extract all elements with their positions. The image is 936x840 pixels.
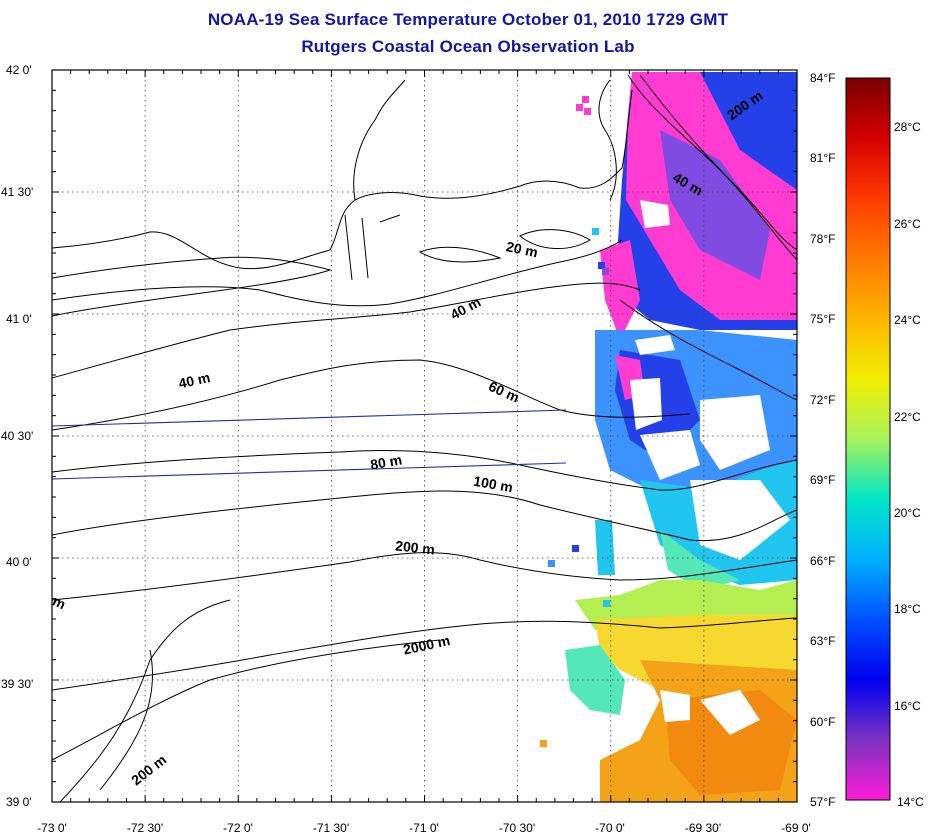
lat-label: 41 0': [6, 312, 32, 326]
cloud-gap: [635, 335, 675, 355]
cloud-gap: [640, 430, 700, 480]
celsius-label: 26°C: [894, 217, 921, 231]
sst-region: [565, 645, 625, 715]
depth-label: 20 m: [505, 238, 540, 260]
lon-label: -70 0': [595, 821, 625, 835]
frame-ticks: [51, 69, 798, 803]
bathymetry-contours: [52, 74, 797, 802]
celsius-label: 24°C: [894, 313, 921, 327]
contour-20m: [52, 239, 623, 307]
lon-label: -70 30': [499, 821, 535, 835]
lon-label: -71 0': [409, 821, 439, 835]
sst-speck: [572, 545, 579, 552]
sst-region: [660, 130, 770, 280]
celsius-label: 20°C: [894, 506, 921, 520]
fahrenheit-label: 84°F: [810, 71, 835, 85]
fahrenheit-label: 57°F: [810, 795, 835, 809]
celsius-label: 16°C: [894, 699, 921, 713]
depth-label: 2000 m: [402, 632, 452, 658]
sst-region: [595, 520, 615, 575]
depth-label: 40 m: [448, 294, 484, 323]
contour-100m: [52, 490, 797, 542]
sst-speck: [540, 740, 547, 747]
sst-region: [600, 240, 640, 340]
lon-label: -72 30': [127, 821, 163, 835]
sst-imagery: [540, 72, 797, 802]
celsius-label: 18°C: [894, 602, 921, 616]
contour-200m: [52, 552, 797, 601]
sst-speck: [592, 228, 599, 235]
narragansett-bay: [344, 214, 401, 281]
depth-label: 200 m: [128, 751, 169, 788]
contour-80m: [52, 450, 797, 491]
contour-georges-2: [639, 74, 797, 251]
contour-60m: [52, 359, 691, 431]
sst-region: [665, 690, 797, 795]
contour-georges-3: [619, 299, 797, 401]
fahrenheit-label: 75°F: [810, 312, 835, 326]
depth-label: 60 m: [486, 378, 522, 406]
sst-speck: [582, 96, 589, 103]
cloud-gap: [700, 395, 770, 470]
contour-200m-southwest: [59, 599, 231, 802]
axis-labels: 42 0' 41 30' 41 0' 40 30' 40 0' 39 30' 3…: [1, 63, 835, 835]
celsius-label: 14°C: [897, 795, 924, 809]
track-line-north: [52, 409, 567, 427]
lon-label: -71 30': [313, 821, 349, 835]
sst-speck: [598, 262, 605, 269]
colorbar: [845, 77, 891, 801]
lon-label: -73 0': [37, 821, 67, 835]
lat-label: 40 30': [1, 429, 33, 443]
contour-2000m: [52, 617, 797, 691]
lat-label: 39 0': [6, 795, 32, 809]
contour-deep: [52, 639, 441, 761]
lat-label: 42 0': [6, 63, 32, 77]
contour-40m: [52, 282, 641, 379]
sst-speck: [576, 104, 583, 111]
depth-label: 40 m: [177, 369, 212, 391]
long-island-outline: [52, 256, 332, 317]
cloud-gap: [700, 690, 760, 735]
fahrenheit-label: 60°F: [810, 715, 835, 729]
fahrenheit-label: 69°F: [810, 473, 835, 487]
lat-label: 40 0': [6, 555, 32, 569]
fahrenheit-label: 72°F: [810, 393, 835, 407]
coastline: [52, 79, 633, 270]
lon-label: -69 0': [781, 821, 811, 835]
depth-label: 100 m: [472, 473, 514, 496]
sst-region: [660, 530, 740, 590]
depth-label: 200 m: [395, 537, 436, 557]
cloud-gap: [640, 200, 670, 228]
fahrenheit-label: 78°F: [810, 232, 835, 246]
cloud-gap: [660, 690, 690, 722]
nantucket-outline: [519, 229, 591, 250]
fahrenheit-label: 63°F: [810, 634, 835, 648]
lon-label: -69 30': [685, 821, 721, 835]
map-subtitle: Rutgers Coastal Ocean Observation Lab: [301, 37, 635, 56]
fahrenheit-label: 66°F: [810, 554, 835, 568]
sst-speck: [548, 560, 555, 567]
contour-canyon: [99, 649, 154, 791]
lon-label: -72 0': [223, 821, 253, 835]
depth-label: m: [50, 593, 68, 613]
colorbar-labels: 28°C 26°C 24°C 22°C 20°C 18°C 16°C 14°C: [894, 120, 924, 809]
map-title: NOAA-19 Sea Surface Temperature October …: [207, 10, 729, 29]
celsius-label: 22°C: [894, 410, 921, 424]
lat-label: 39 30': [1, 677, 33, 691]
lat-label: 41 30': [1, 185, 33, 199]
track-line-south: [52, 462, 567, 480]
fahrenheit-label: 81°F: [810, 151, 835, 165]
cape-cod-outline: [598, 79, 617, 201]
survey-tracks: [52, 409, 567, 480]
depth-label: 80 m: [369, 451, 403, 472]
block-island-outline: [418, 246, 502, 263]
sst-speck: [584, 108, 591, 115]
celsius-label: 28°C: [894, 120, 921, 134]
graticule: [52, 70, 797, 802]
sst-speck: [602, 268, 609, 275]
sst-speck: [603, 600, 610, 607]
